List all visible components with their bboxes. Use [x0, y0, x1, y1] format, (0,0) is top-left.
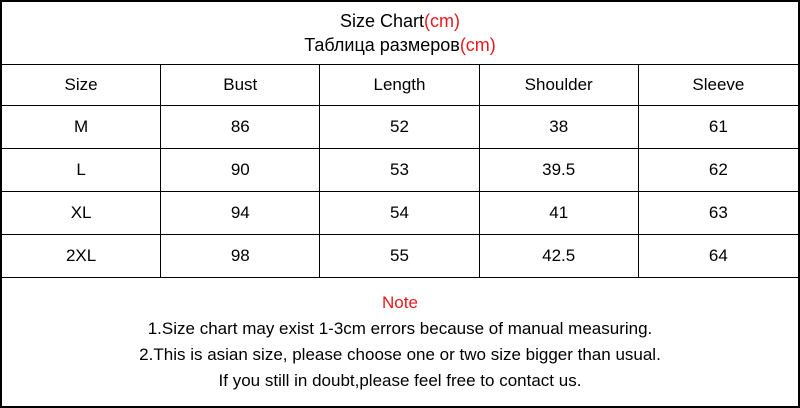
- chart-title-ru-unit: (cm): [459, 35, 496, 55]
- table-cell: 54: [320, 192, 480, 235]
- table-cell: 39.5: [479, 149, 639, 192]
- table-cell: 86: [161, 106, 321, 149]
- table-cell: 94: [161, 192, 321, 235]
- table-cell: 2XL: [2, 235, 162, 278]
- table-cell: 62: [638, 149, 798, 192]
- header-cell-length: Length: [320, 65, 480, 106]
- note-line: 2.This is asian size, please choose one …: [139, 345, 661, 364]
- table-cell: 42.5: [479, 235, 639, 278]
- header-cell-shoulder: Shoulder: [479, 65, 639, 106]
- table-cell: 63: [638, 192, 798, 235]
- chart-title-ru: Таблица размеров(cm): [304, 33, 496, 57]
- table-row-m: M 86 52 38 61: [2, 106, 798, 149]
- note-line: If you still in doubt,please feel free t…: [218, 371, 582, 390]
- chart-title-ru-text: Таблица размеров: [304, 35, 460, 55]
- table-cell: 61: [638, 106, 798, 149]
- header-cell-size: Size: [2, 65, 162, 106]
- chart-title-en-text: Size Chart: [339, 11, 425, 31]
- table-cell: 52: [320, 106, 480, 149]
- table-cell: 90: [161, 149, 321, 192]
- header-cell-bust: Bust: [161, 65, 321, 106]
- note-line: 1.Size chart may exist 1-3cm errors beca…: [147, 319, 653, 338]
- header-cell-sleeve: Sleeve: [638, 65, 798, 106]
- chart-title-en: Size Chart(cm): [340, 9, 460, 33]
- table-cell: 64: [638, 235, 798, 278]
- table-cell: 55: [320, 235, 480, 278]
- table-header-row: Size Bust Length Shoulder Sleeve: [2, 65, 798, 106]
- table-row-xl: XL 94 54 41 63: [2, 192, 798, 235]
- table-row-l: L 90 53 39.5 62: [2, 149, 798, 192]
- table-row-2xl: 2XL 98 55 42.5 64: [2, 235, 798, 278]
- table-cell: M: [2, 106, 162, 149]
- note-heading: Note: [382, 293, 418, 312]
- table-cell: 41: [479, 192, 639, 235]
- table-cell: 53: [320, 149, 480, 192]
- table-cell: 98: [161, 235, 321, 278]
- table-cell: XL: [2, 192, 162, 235]
- chart-title-en-unit: (cm): [424, 11, 461, 31]
- chart-title-cell: Size Chart(cm) Таблица размеров(cm): [2, 2, 798, 65]
- note-cell: Note 1.Size chart may exist 1-3cm errors…: [2, 278, 798, 406]
- table-cell: 38: [479, 106, 639, 149]
- table-cell: L: [2, 149, 162, 192]
